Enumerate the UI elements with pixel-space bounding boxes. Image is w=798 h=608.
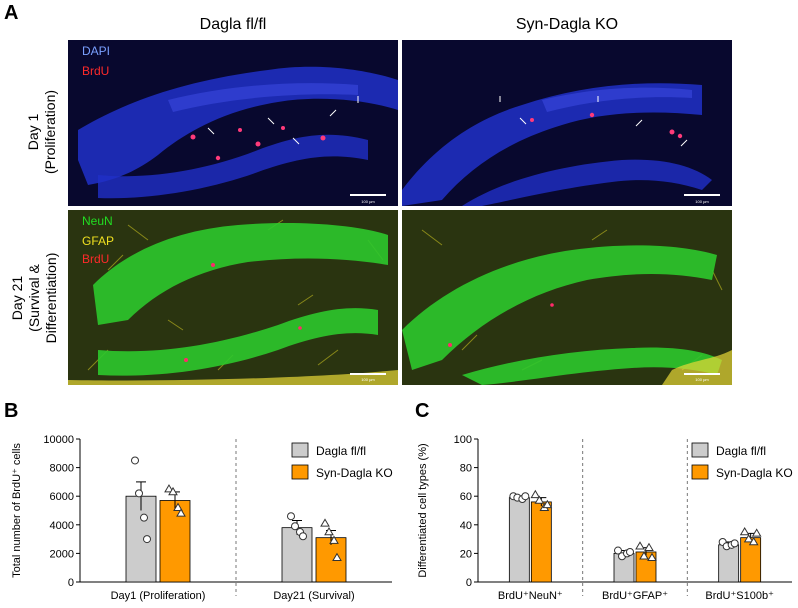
y-tick-label: 8000 xyxy=(50,463,74,475)
y-axis-title: Total number of BrdU⁺ cells xyxy=(11,443,23,578)
data-point xyxy=(287,512,295,521)
y-tick-label: 20 xyxy=(460,548,472,560)
data-point xyxy=(635,541,645,550)
data-point xyxy=(143,535,151,544)
micrograph-day1-control-image: 100 µm xyxy=(68,40,398,206)
y-tick-label: 80 xyxy=(460,463,472,475)
y-tick-label: 0 xyxy=(68,577,74,589)
chart-c: 0 20 40 60 80 100 Differentiated cell types (%… xyxy=(417,434,793,602)
channel-label-gfap: GFAP xyxy=(82,234,115,248)
data-point xyxy=(639,551,649,560)
data-point xyxy=(534,495,545,504)
bar-ko xyxy=(530,501,552,583)
panel-a-letter: A xyxy=(4,2,19,24)
micrograph-day21-ko: 100 µm xyxy=(402,210,732,385)
micrograph-day21-control-image: 100 µm xyxy=(68,210,398,385)
row-label-day1: Day 1 (Proliferation) xyxy=(25,47,69,217)
x-tick-label: Day1 (Proliferation) xyxy=(111,590,206,602)
micrograph-day1-control: 100 µm DAPI BrdU xyxy=(68,40,398,206)
micrograph-day1-ko: 100 µm xyxy=(402,40,732,206)
data-point xyxy=(168,486,178,496)
data-point xyxy=(131,456,139,465)
x-tick-label: Day21 (Survival) xyxy=(273,590,354,602)
row-label-day21-line3: Differentiation) xyxy=(43,252,59,344)
data-point xyxy=(644,542,654,551)
panel-c-letter: C xyxy=(415,400,430,422)
channel-label-brdu-row2: BrdU xyxy=(82,252,110,266)
data-point xyxy=(173,502,183,511)
legend-label-control: Dagla fl/fl xyxy=(316,444,366,458)
column-title-control: Dagla fl/fl xyxy=(199,16,267,33)
channel-label-brdu-row1: BrdU xyxy=(82,64,110,78)
x-tick-label: BrdU⁺NeuN⁺ xyxy=(498,590,563,602)
micrograph-day21-ko-image: 100 µm xyxy=(402,210,732,385)
scalebar-label-3: 100 µm xyxy=(361,377,375,382)
bar-control xyxy=(718,544,740,583)
x-tick-label: BrdU⁺GFAP⁺ xyxy=(602,590,668,602)
data-point xyxy=(739,526,750,536)
micrograph-day21-control: 100 µm NeuN GFAP BrdU xyxy=(68,210,398,385)
data-point xyxy=(135,489,143,498)
channel-label-dapi: DAPI xyxy=(82,44,111,58)
y-tick-label: 0 xyxy=(466,577,472,589)
data-point xyxy=(626,547,634,556)
panel-b-letter: B xyxy=(4,400,19,422)
column-title-ko: Syn-Dagla KO xyxy=(515,16,619,33)
row-label-day1-line1: Day 1 xyxy=(25,113,41,151)
y-tick-label: 100 xyxy=(454,434,472,446)
y-axis-title: Differentiated cell types (%) xyxy=(417,443,429,577)
data-point xyxy=(730,539,739,548)
row-label-day21: Day 21 (Survival & Differentiation) xyxy=(9,213,69,383)
y-tick-label: 10000 xyxy=(43,434,74,446)
y-tick-label: 2000 xyxy=(50,548,74,560)
scalebar-label-1: 100 µm xyxy=(361,199,375,204)
data-point xyxy=(332,552,342,561)
data-point xyxy=(743,534,754,543)
y-tick-label: 40 xyxy=(460,520,472,532)
data-point xyxy=(521,492,530,501)
data-point xyxy=(614,546,622,555)
data-point xyxy=(164,484,174,493)
y-tick-label: 4000 xyxy=(50,520,74,532)
data-point xyxy=(324,526,334,536)
legend-swatch-ko xyxy=(691,464,709,480)
bar-control xyxy=(508,497,530,583)
data-point xyxy=(176,508,186,517)
data-point xyxy=(751,528,762,537)
row-label-day21-line2: (Survival & xyxy=(26,264,42,332)
y-tick-label: 60 xyxy=(460,491,472,503)
data-point xyxy=(542,499,553,509)
legend-swatch-ko xyxy=(291,464,309,480)
micrograph-day1-ko-image: 100 µm xyxy=(402,40,732,206)
data-point xyxy=(530,489,541,499)
legend-swatch-control xyxy=(291,442,309,458)
bar-ko xyxy=(315,537,347,583)
y-tick-label: 6000 xyxy=(50,491,74,503)
bar-control xyxy=(281,527,313,583)
data-point xyxy=(748,536,759,546)
legend-label-ko: Syn-Dagla KO xyxy=(316,466,393,480)
chart-b: 0 2000 4000 6000 8000 10000 Total number of Br… xyxy=(11,434,393,602)
row-label-day21-line1: Day 21 xyxy=(9,275,25,321)
channel-label-neun: NeuN xyxy=(82,214,113,228)
legend-label-ko: Syn-Dagla KO xyxy=(716,466,793,480)
bar-ko xyxy=(159,500,191,583)
legend-label-control: Dagla fl/fl xyxy=(716,444,766,458)
row-label-day1-line2: (Proliferation) xyxy=(42,89,58,175)
scalebar-label-4: 100 µm xyxy=(695,377,709,382)
data-point xyxy=(647,552,657,561)
data-point xyxy=(299,532,307,541)
data-point xyxy=(291,522,299,531)
data-point xyxy=(320,518,330,527)
legend-swatch-control xyxy=(691,442,709,458)
data-point xyxy=(140,513,148,522)
x-tick-label: BrdU⁺S100b⁺ xyxy=(705,590,774,602)
scalebar-label-2: 100 µm xyxy=(695,199,709,204)
data-point xyxy=(329,535,339,544)
